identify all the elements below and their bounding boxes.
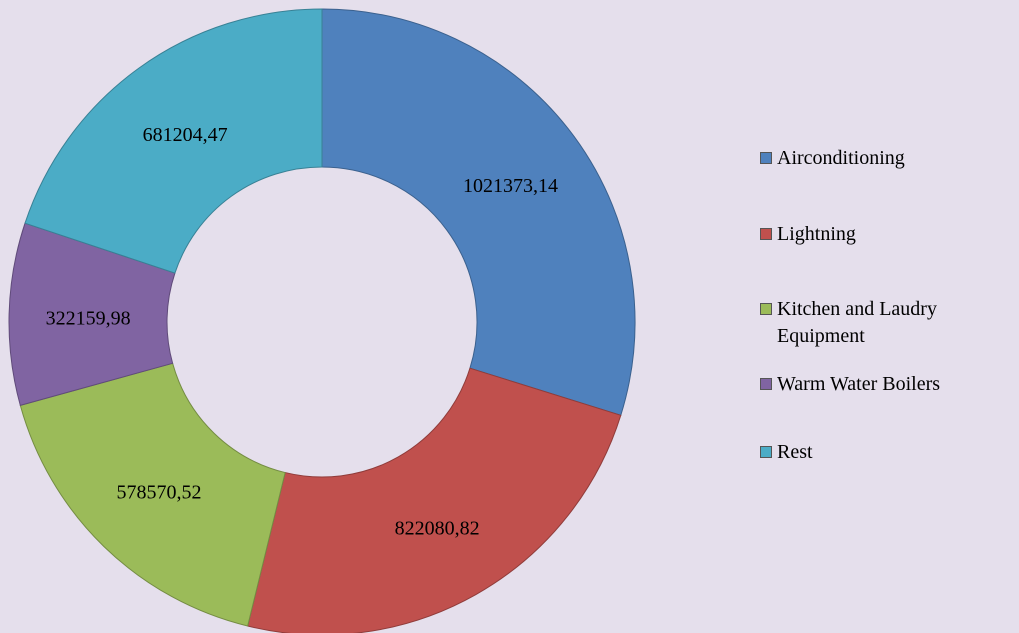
data-label: 322159,98 [46, 308, 131, 330]
legend-item: Airconditioning [760, 145, 1015, 172]
data-label: 578570,52 [117, 482, 202, 504]
data-label: 1021373,14 [463, 175, 558, 197]
legend-swatch [760, 303, 772, 315]
donut-slice [19, 362, 286, 627]
legend-swatch [760, 446, 772, 458]
legend-label: Lightning [777, 223, 856, 245]
legend-item: Lightning [760, 221, 1015, 248]
legend-label: Warm Water Boilers [777, 373, 941, 395]
legend-label: Kitchen and Laudry Equipment [777, 298, 937, 347]
donut-slice [24, 8, 323, 274]
donut-slice [321, 8, 636, 416]
legend-label: Airconditioning [777, 147, 905, 169]
legend-item: Warm Water Boilers [760, 371, 1015, 398]
legend-swatch [760, 228, 772, 240]
legend-label: Rest [777, 441, 813, 463]
donut-slice [247, 367, 622, 633]
legend-swatch [760, 152, 772, 164]
legend-item: Kitchen and Laudry Equipment [760, 296, 1015, 350]
data-label: 822080,82 [395, 517, 480, 539]
legend-swatch [760, 378, 772, 390]
legend-item: Rest [760, 439, 1015, 466]
data-label: 681204,47 [143, 124, 228, 146]
